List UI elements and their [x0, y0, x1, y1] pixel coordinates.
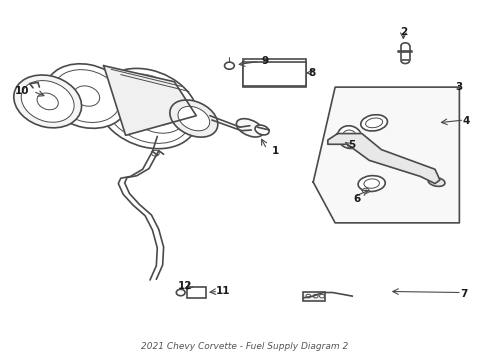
Ellipse shape	[255, 125, 269, 135]
Text: 6: 6	[353, 194, 361, 203]
Ellipse shape	[104, 74, 191, 143]
Circle shape	[224, 62, 234, 69]
Circle shape	[151, 150, 159, 156]
Ellipse shape	[428, 177, 445, 186]
Ellipse shape	[361, 115, 388, 131]
Ellipse shape	[45, 64, 128, 128]
Text: 10: 10	[15, 86, 29, 96]
Bar	[243, 59, 306, 87]
Text: 3: 3	[456, 82, 463, 92]
Text: 2: 2	[400, 27, 407, 37]
Ellipse shape	[53, 69, 121, 122]
Bar	[303, 292, 325, 301]
Circle shape	[313, 294, 318, 298]
Polygon shape	[313, 87, 460, 223]
Text: 5: 5	[348, 140, 356, 150]
Text: 9: 9	[262, 57, 269, 66]
Ellipse shape	[97, 68, 198, 149]
Ellipse shape	[21, 81, 74, 122]
Ellipse shape	[37, 93, 58, 110]
Bar	[243, 62, 306, 86]
Ellipse shape	[170, 100, 218, 137]
Circle shape	[306, 294, 311, 298]
Circle shape	[319, 294, 324, 298]
Ellipse shape	[358, 176, 385, 192]
Circle shape	[363, 188, 369, 193]
Ellipse shape	[338, 126, 362, 148]
Text: 4: 4	[463, 116, 470, 126]
Ellipse shape	[366, 118, 383, 128]
Text: 7: 7	[461, 289, 468, 298]
Text: 8: 8	[309, 68, 316, 78]
Polygon shape	[328, 134, 440, 184]
Bar	[187, 287, 206, 298]
Text: 12: 12	[178, 281, 193, 291]
Ellipse shape	[178, 106, 210, 131]
Ellipse shape	[343, 130, 357, 144]
Polygon shape	[104, 66, 196, 135]
Ellipse shape	[14, 75, 81, 128]
Ellipse shape	[139, 96, 176, 125]
Ellipse shape	[74, 86, 99, 106]
Text: 11: 11	[216, 287, 230, 296]
Ellipse shape	[236, 119, 263, 137]
Ellipse shape	[128, 87, 186, 133]
Circle shape	[176, 289, 185, 296]
Text: 2021 Chevy Corvette - Fuel Supply Diagram 2: 2021 Chevy Corvette - Fuel Supply Diagra…	[142, 342, 348, 351]
Text: 1: 1	[271, 147, 279, 157]
Ellipse shape	[364, 179, 379, 188]
